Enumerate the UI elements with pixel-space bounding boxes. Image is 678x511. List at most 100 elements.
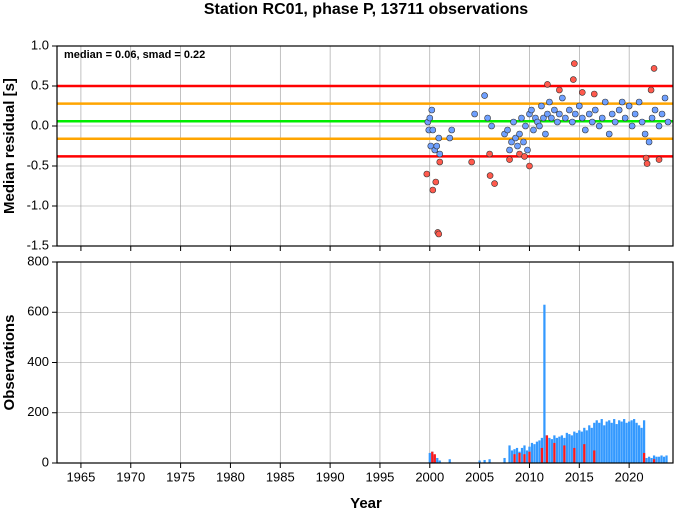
bar (613, 419, 616, 463)
point (528, 106, 535, 114)
point (471, 110, 478, 118)
bar (637, 425, 641, 463)
bar (550, 439, 554, 463)
bar (640, 427, 643, 463)
point (530, 126, 537, 134)
point (605, 130, 613, 138)
bar (590, 427, 593, 463)
bar (518, 452, 521, 463)
x-tick-label: 1995 (365, 469, 394, 484)
bar (508, 445, 511, 463)
y-tick-label: 400 (27, 354, 49, 369)
point (664, 118, 672, 126)
point (540, 114, 547, 122)
bar (555, 437, 558, 463)
bar (563, 445, 566, 463)
point (578, 89, 586, 96)
point (520, 138, 527, 146)
bar (573, 447, 576, 463)
x-tick-label: 1975 (166, 469, 195, 484)
point (642, 154, 650, 162)
x-tick-label: 2015 (565, 469, 594, 484)
bar (535, 441, 539, 463)
point (588, 118, 596, 126)
bar (483, 459, 486, 463)
bar (583, 444, 586, 463)
point (621, 114, 629, 122)
bar (618, 420, 621, 463)
x-tick-label: 2020 (615, 469, 644, 484)
bar (628, 421, 631, 463)
point (548, 114, 555, 122)
bar (598, 422, 601, 463)
point (608, 110, 616, 118)
point (559, 94, 566, 102)
y-tick-label: 600 (27, 304, 49, 319)
point (446, 134, 454, 142)
bar (595, 420, 598, 463)
point (512, 134, 519, 142)
point (635, 98, 643, 106)
bar (503, 457, 506, 463)
bar (428, 452, 431, 463)
point (571, 60, 578, 67)
point (562, 114, 569, 122)
y-tick-label: -1.0 (27, 197, 49, 212)
bar (610, 422, 613, 463)
bar (603, 425, 606, 463)
bar (623, 419, 626, 463)
point (506, 146, 513, 154)
bar (570, 435, 573, 463)
y-tick-label: 800 (27, 253, 49, 268)
point (521, 153, 528, 160)
point (641, 130, 649, 138)
point (643, 160, 651, 167)
bar (553, 442, 556, 463)
point (598, 114, 606, 122)
point (486, 150, 493, 158)
point (648, 114, 656, 122)
bar (431, 451, 434, 463)
point (468, 158, 475, 166)
point (526, 162, 533, 170)
y-tick-label: 0 (42, 454, 49, 469)
point (556, 110, 563, 118)
point (647, 86, 655, 94)
bar (573, 431, 576, 463)
bar (620, 421, 623, 463)
point (551, 106, 558, 114)
bar (665, 455, 668, 463)
y-tick-label: -0.5 (27, 157, 49, 172)
plot-frame (56, 45, 674, 247)
point (481, 92, 488, 99)
point (423, 170, 431, 178)
y-axis-label: Median residual [s] (1, 78, 18, 214)
bar (657, 456, 661, 463)
bar (630, 420, 633, 463)
bar (642, 452, 646, 463)
point (591, 106, 599, 114)
bar (655, 456, 658, 463)
bar (600, 419, 603, 463)
point (658, 110, 666, 118)
x-tick-label: 1985 (266, 469, 295, 484)
point (491, 180, 498, 187)
point (508, 138, 515, 146)
bar (540, 447, 544, 463)
point (655, 156, 663, 163)
point (448, 126, 456, 134)
bar (438, 460, 441, 463)
point (435, 134, 443, 142)
bar (650, 457, 653, 463)
point (544, 110, 551, 118)
point (566, 106, 573, 114)
bar (635, 422, 638, 463)
bar (448, 459, 451, 463)
point (510, 118, 517, 126)
bar (515, 447, 519, 463)
x-tick-label: 2005 (465, 469, 494, 484)
point (436, 150, 444, 158)
point (486, 172, 494, 179)
point (650, 65, 658, 72)
